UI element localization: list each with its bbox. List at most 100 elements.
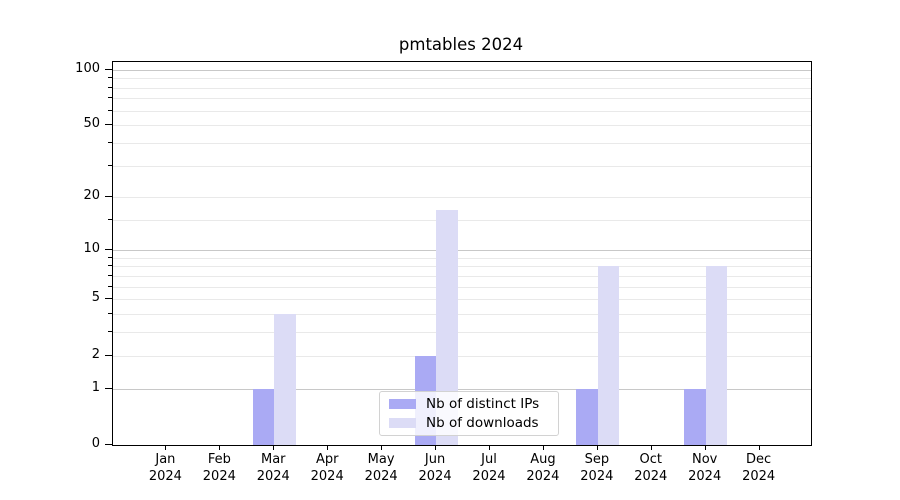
- gridline-major: [113, 388, 811, 390]
- bar-downloads: [705, 266, 728, 445]
- y-minor-tick-mark: [108, 77, 112, 79]
- x-tick-mark: [381, 445, 383, 450]
- y-minor-tick-mark: [108, 274, 112, 276]
- y-tick-mark: [105, 444, 112, 445]
- x-tick-label: Jun 2024: [403, 452, 467, 485]
- y-tick-label: 2: [91, 346, 100, 362]
- x-tick-label: Jan 2024: [133, 452, 197, 485]
- x-tick-label: Jul 2024: [457, 452, 521, 485]
- y-tick-mark: [105, 248, 112, 250]
- x-tick-label: Feb 2024: [187, 452, 251, 485]
- y-tick-label: 100: [75, 60, 100, 76]
- y-minor-tick-mark: [108, 218, 112, 220]
- legend: Nb of distinct IPs Nb of downloads: [379, 391, 559, 436]
- x-tick-label: Apr 2024: [295, 452, 359, 485]
- y-tick-mark: [105, 196, 112, 198]
- gridline-minor: [113, 355, 811, 357]
- bar-distinct-ips: [684, 388, 706, 445]
- gridline-minor: [113, 275, 811, 277]
- x-tick-mark: [435, 445, 437, 450]
- legend-entry-distinct-ips: Nb of distinct IPs: [389, 396, 549, 412]
- x-tick-label-year: 2024: [634, 468, 668, 484]
- y-minor-tick-mark: [108, 164, 112, 166]
- y-tick-label: 1: [91, 379, 100, 395]
- y-tick-label: 20: [83, 188, 100, 204]
- y-tick-label: 5: [91, 290, 100, 306]
- y-minor-tick-mark: [108, 109, 112, 111]
- x-tick-label-year: 2024: [688, 468, 722, 484]
- gridline-minor: [113, 299, 811, 301]
- x-tick-mark: [273, 445, 275, 450]
- x-tick-label-year: 2024: [256, 468, 290, 484]
- gridline-minor: [113, 87, 811, 89]
- y-tick-mark: [105, 387, 112, 389]
- gridline-minor: [113, 110, 811, 112]
- y-tick-label: 0: [91, 436, 100, 451]
- x-tick-mark: [219, 445, 221, 450]
- y-tick-mark: [105, 298, 112, 300]
- x-tick-label-year: 2024: [742, 468, 776, 484]
- x-tick-mark: [327, 445, 329, 450]
- y-minor-tick-mark: [108, 86, 112, 88]
- x-tick-label: Aug 2024: [511, 452, 575, 485]
- gridline-minor: [113, 197, 811, 199]
- bar-distinct-ips: [576, 388, 598, 445]
- y-tick-mark: [105, 68, 112, 70]
- bar-downloads: [274, 314, 296, 445]
- gridline-minor: [113, 314, 811, 316]
- gridline-minor: [113, 142, 811, 144]
- y-tick-mark: [105, 124, 112, 126]
- gridline-minor: [113, 98, 811, 100]
- legend-label-distinct-ips: Nb of distinct IPs: [426, 396, 540, 413]
- plot-box: Nb of distinct IPs Nb of downloads: [112, 61, 812, 446]
- bar-downloads: [597, 266, 620, 445]
- x-tick-mark: [596, 445, 598, 450]
- gridline-minor: [113, 332, 811, 334]
- legend-entry-downloads: Nb of downloads: [389, 415, 549, 431]
- y-minor-tick-mark: [108, 256, 112, 258]
- legend-swatch-downloads: [389, 417, 416, 428]
- chart-title: pmtables 2024: [398, 35, 524, 54]
- bar-downloads: [436, 209, 458, 445]
- x-tick-label-year: 2024: [418, 468, 452, 484]
- gridline-minor: [113, 78, 811, 80]
- gridline-minor: [113, 125, 811, 127]
- plot-area: Nb of distinct IPs Nb of downloads: [113, 62, 811, 445]
- y-tick-label: 10: [83, 240, 100, 256]
- x-tick-label-year: 2024: [202, 468, 236, 484]
- x-tick-label: Mar 2024: [241, 452, 305, 485]
- bar-distinct-ips: [252, 388, 275, 445]
- y-minor-tick-mark: [108, 313, 112, 315]
- gridline-minor: [113, 219, 811, 221]
- y-tick-mark: [105, 354, 112, 356]
- gridline-minor: [113, 286, 811, 288]
- x-tick-label-year: 2024: [526, 468, 560, 484]
- y-minor-tick-mark: [108, 265, 112, 267]
- y-minor-tick-mark: [108, 97, 112, 99]
- legend-swatch-distinct-ips: [389, 399, 416, 410]
- x-tick-mark: [758, 445, 760, 450]
- x-tick-label: Nov 2024: [673, 452, 737, 485]
- x-tick-label-year: 2024: [580, 468, 614, 484]
- x-tick-mark: [165, 445, 167, 450]
- x-tick-mark: [488, 445, 490, 450]
- y-minor-tick-mark: [108, 141, 112, 143]
- gridline-minor: [113, 257, 811, 259]
- legend-label-downloads: Nb of downloads: [426, 414, 539, 431]
- y-minor-tick-mark: [108, 331, 112, 333]
- x-tick-label: Sep 2024: [565, 452, 629, 485]
- gridline-minor: [113, 165, 811, 167]
- gridline-major: [113, 249, 811, 251]
- x-tick-label-year: 2024: [364, 468, 398, 484]
- y-minor-tick-mark: [108, 285, 112, 287]
- x-tick-label-year: 2024: [148, 468, 182, 484]
- x-tick-label: May 2024: [349, 452, 413, 485]
- x-tick-mark: [704, 445, 706, 450]
- gridline-major: [113, 69, 811, 71]
- y-tick-label: 50: [83, 116, 100, 132]
- x-tick-label: Dec 2024: [727, 452, 791, 485]
- x-tick-label-year: 2024: [310, 468, 344, 484]
- gridline-minor: [113, 266, 811, 268]
- x-tick-mark: [650, 445, 652, 450]
- x-tick-label: Oct 2024: [619, 452, 683, 485]
